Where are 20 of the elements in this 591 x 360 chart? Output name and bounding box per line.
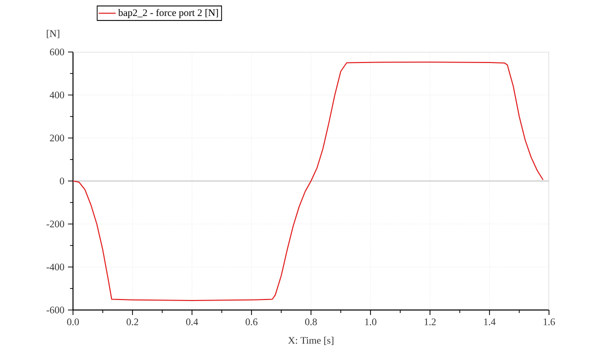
y-tick-label: 200 [50,134,64,142]
y-tick-label: -600 [46,306,64,314]
y-tick-label: 600 [50,48,64,56]
legend-label: bap2_2 - force port 2 [N] [118,8,218,18]
x-tick-label: 0.4 [186,318,198,326]
y-tick-label: 0 [60,178,64,184]
x-tick-label: 1.2 [424,318,436,326]
x-axis-title: X: Time [s] [288,336,334,345]
line-series [73,62,544,302]
x-tick-label: 1.4 [484,318,496,326]
y-axis-title: [N] [46,30,60,38]
x-tick-label: 1.6 [544,318,555,326]
x-tick-label: 0.8 [305,318,317,326]
x-tick-label: 1.0 [365,318,376,326]
x-tick-label: 0.2 [126,318,138,326]
y-tick-label: -400 [46,264,64,270]
y-tick-label: -200 [46,220,64,228]
x-tick-label: 0.0 [67,318,79,326]
y-tick-label: 400 [50,92,64,98]
x-tick-label: 0.6 [246,318,258,326]
